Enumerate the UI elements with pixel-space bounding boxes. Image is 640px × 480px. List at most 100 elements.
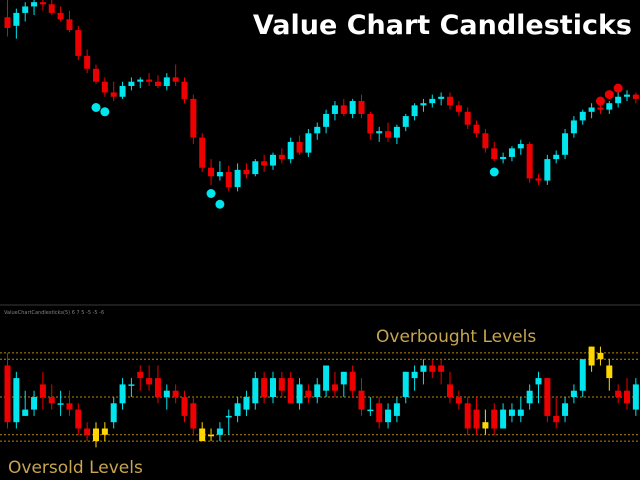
overbought-signal-dot bbox=[595, 96, 605, 106]
price-candle-body bbox=[553, 154, 560, 160]
value-candle-body bbox=[500, 409, 507, 429]
value-candle-body bbox=[562, 403, 569, 416]
oversold-signal-dot bbox=[100, 107, 110, 117]
value-candle-body-extreme bbox=[482, 422, 489, 429]
price-candle-body bbox=[181, 81, 188, 99]
price-candle-body bbox=[331, 105, 338, 114]
value-candle-body bbox=[154, 378, 161, 397]
value-candle-body bbox=[624, 390, 630, 404]
value-candle-body bbox=[385, 409, 392, 423]
value-candle-body bbox=[57, 403, 64, 405]
value-candle-body bbox=[517, 409, 524, 416]
price-candle-body bbox=[66, 19, 73, 31]
value-candle-body bbox=[305, 390, 312, 397]
price-candle-body bbox=[473, 124, 480, 134]
value-candle-body-extreme bbox=[93, 428, 99, 442]
oversold-signal-dot bbox=[215, 199, 225, 209]
value-candle-body bbox=[508, 409, 515, 416]
price-candle-body bbox=[323, 113, 330, 127]
price-candle-body bbox=[535, 178, 542, 181]
price-candle-body bbox=[305, 133, 312, 153]
value-candle-body bbox=[190, 403, 197, 429]
value-candle-body bbox=[146, 378, 153, 385]
price-candle-body bbox=[172, 77, 179, 82]
value-candle-body bbox=[48, 397, 55, 404]
price-candle-body bbox=[455, 105, 462, 112]
value-candle-body bbox=[544, 378, 551, 416]
value-candle-body bbox=[579, 359, 586, 391]
price-candle-body bbox=[517, 144, 524, 149]
price-candle-body bbox=[128, 81, 135, 86]
value-candle-body bbox=[31, 397, 38, 410]
price-candle-body bbox=[615, 96, 622, 104]
price-candle-body bbox=[411, 105, 418, 117]
oversold-annotation: Oversold Levels bbox=[8, 458, 143, 478]
overbought-signal-dot bbox=[613, 83, 623, 93]
value-candle-body bbox=[473, 409, 480, 429]
value-candle-body bbox=[261, 378, 268, 397]
price-candle-body bbox=[358, 101, 365, 114]
price-candle-body bbox=[314, 126, 321, 134]
price-candle-body bbox=[119, 86, 126, 97]
value-candle-body bbox=[225, 415, 232, 418]
price-candle-body bbox=[163, 77, 170, 86]
price-panel bbox=[4, 0, 639, 209]
value-candle-body bbox=[128, 384, 135, 386]
oversold-signal-dot bbox=[91, 103, 101, 112]
price-candle-body bbox=[402, 116, 409, 127]
value-candle-body-extreme bbox=[597, 352, 604, 360]
price-candle-body bbox=[597, 107, 604, 110]
value-candle-body bbox=[526, 390, 533, 404]
price-candle-body bbox=[579, 111, 586, 121]
price-candle-body bbox=[385, 131, 392, 138]
price-candle-body bbox=[137, 79, 144, 82]
price-candle-body bbox=[146, 79, 153, 82]
value-candle-body bbox=[367, 409, 374, 412]
price-candle-body bbox=[31, 2, 38, 7]
value-candle-body bbox=[455, 397, 462, 404]
price-candle-body bbox=[39, 2, 46, 5]
value-candle-body bbox=[340, 371, 347, 385]
price-candle-body bbox=[438, 96, 445, 99]
value-candle-body bbox=[632, 384, 639, 410]
value-candle-body-extreme bbox=[199, 428, 206, 442]
price-candle-body bbox=[101, 81, 108, 93]
value-candle-body bbox=[252, 378, 259, 404]
price-candle-body bbox=[252, 161, 259, 175]
price-candle-body bbox=[243, 169, 250, 175]
chart-title: Value Chart Candlesticks bbox=[253, 10, 632, 41]
value-candle-body bbox=[270, 378, 276, 397]
value-candle-body-extreme bbox=[606, 365, 613, 379]
value-candle-body bbox=[376, 403, 383, 423]
price-candle-body bbox=[376, 131, 383, 134]
value-candle-body bbox=[349, 371, 356, 391]
price-candle-body bbox=[464, 111, 471, 125]
price-candle-body bbox=[75, 30, 82, 56]
price-candle-body bbox=[234, 169, 241, 188]
value-candle-body bbox=[234, 403, 241, 416]
value-candle-body bbox=[119, 384, 126, 404]
value-candle-body bbox=[314, 384, 321, 397]
oversold-signal-dot bbox=[489, 167, 499, 177]
value-candle-body bbox=[464, 403, 471, 429]
price-candle-body bbox=[261, 161, 268, 166]
value-candle-body bbox=[358, 390, 365, 410]
value-candle-body bbox=[66, 403, 73, 410]
price-candle-body bbox=[190, 98, 197, 138]
value-candle-body bbox=[402, 371, 409, 397]
oversold-signal-dot bbox=[206, 189, 216, 198]
price-candle-body bbox=[48, 4, 55, 13]
value-candle-body bbox=[429, 365, 436, 372]
value-candle-body bbox=[323, 365, 330, 391]
value-candle-body bbox=[181, 397, 188, 416]
price-candle-body bbox=[13, 12, 20, 26]
price-candle-body bbox=[208, 167, 215, 177]
overbought-annotation: Overbought Levels bbox=[376, 327, 536, 347]
price-candle-body bbox=[562, 133, 569, 155]
price-candle-body bbox=[84, 55, 91, 69]
value-candle-body bbox=[615, 390, 622, 397]
value-candle-body bbox=[296, 384, 303, 404]
value-candle-body bbox=[137, 371, 144, 379]
